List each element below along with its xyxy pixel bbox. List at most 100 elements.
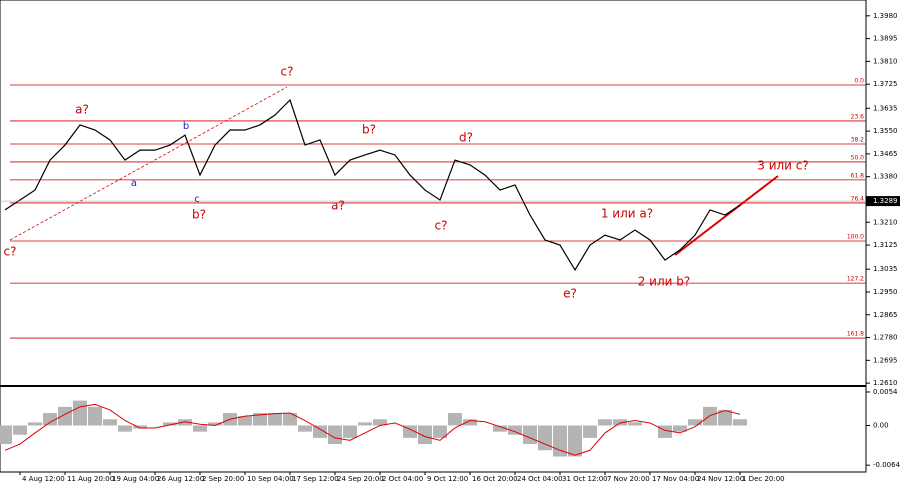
osc-bar (613, 419, 627, 426)
fib-label: 76.4 (851, 195, 865, 202)
y-tick-label: 1.2695 (873, 356, 898, 364)
x-tick-label: 24 Nov 12:00 (697, 475, 744, 483)
osc-bar (13, 425, 27, 435)
y-tick-label: 1.2610 (873, 379, 898, 387)
osc-bar (253, 413, 267, 426)
osc-bar (43, 413, 57, 426)
channel-line (674, 175, 779, 256)
wave-label: c (194, 194, 200, 205)
osc-bar (238, 416, 252, 426)
fib-label: 0.0 (854, 77, 864, 84)
x-tick-label: 24 Sep 20:00 (337, 475, 384, 483)
osc-bar (118, 425, 132, 432)
x-tick-label: 17 Sep 12:00 (292, 475, 339, 483)
y-tick-label: 0.0054 (873, 388, 898, 396)
osc-bar (448, 413, 462, 426)
wave-label: b? (192, 208, 206, 222)
current-price-label: 1.3289 (873, 197, 898, 205)
osc-bar (508, 425, 522, 435)
y-tick-label: 1.3380 (873, 173, 898, 181)
wave-label: 3 или c? (757, 159, 809, 173)
y-tick-label: 1.3635 (873, 104, 898, 112)
wave-label: c? (281, 65, 294, 79)
y-tick-label: 1.3895 (873, 35, 898, 43)
osc-bar (313, 425, 327, 438)
osc-bar (433, 425, 447, 438)
wave-label: b? (362, 123, 376, 137)
y-tick-label: 1.2950 (873, 288, 898, 296)
osc-bar (328, 425, 342, 445)
osc-bar (718, 409, 732, 426)
x-tick-label: 11 Aug 20:00 (67, 475, 114, 483)
y-tick-label: 1.3810 (873, 57, 898, 65)
osc-bar (298, 425, 312, 432)
x-tick-label: 10 Sep 04:00 (247, 475, 294, 483)
osc-bar (538, 425, 552, 451)
price-line (4, 98, 741, 272)
osc-bar (28, 422, 42, 426)
y-tick-label: 0.00 (873, 421, 889, 429)
wave-label: e? (563, 287, 577, 301)
osc-signal (4, 403, 741, 456)
osc-bar (598, 419, 612, 426)
osc-bar (583, 425, 597, 438)
osc-bar (688, 419, 702, 426)
fib-label: 61.8 (851, 172, 865, 179)
y-tick-label: 1.3035 (873, 265, 898, 273)
x-tick-label: 17 Nov 04:00 (652, 475, 699, 483)
osc-bar (103, 419, 117, 426)
y-tick-label: 1.3465 (873, 150, 898, 158)
x-tick-label: 31 Oct 12:00 (562, 475, 608, 483)
wave-label: c? (4, 245, 17, 259)
fib-label: 23.6 (851, 113, 865, 120)
osc-bar (283, 413, 297, 426)
x-tick-label: 4 Aug 12:00 (22, 475, 65, 483)
wave-label: d? (459, 131, 473, 145)
x-tick-label: 16 Oct 20:00 (472, 475, 518, 483)
current-price-tag (866, 196, 900, 207)
osc-bar (58, 406, 72, 426)
osc-bar (673, 425, 687, 432)
x-tick-label: 1 Dec 20:00 (742, 475, 785, 483)
wave-label: a? (331, 199, 345, 213)
y-tick-label: 1.3210 (873, 218, 898, 226)
osc-bar (463, 419, 477, 426)
osc-bar (523, 425, 537, 445)
osc-bar (568, 425, 582, 457)
x-tick-label: 24 Oct 04:00 (517, 475, 563, 483)
osc-bar (193, 425, 207, 432)
fib-label: 161.8 (847, 331, 864, 338)
y-tick-label: 1.2865 (873, 311, 898, 319)
osc-bar (418, 425, 432, 445)
osc-bar (73, 400, 87, 426)
wave-label: 1 или a? (601, 207, 653, 221)
osc-bar (733, 419, 747, 426)
osc-bar (628, 422, 642, 426)
osc-bar (133, 425, 147, 429)
osc-bar (403, 425, 417, 438)
osc-bar (343, 425, 357, 438)
plot-frame (0, 0, 867, 473)
y-tick-label: 1.3550 (873, 127, 898, 135)
osc-bar (208, 422, 222, 426)
fib-label: 38.2 (851, 136, 865, 143)
y-tick-label: 1.2780 (873, 334, 898, 342)
y-tick-label: 1.3980 (873, 12, 898, 20)
x-tick-label: 19 Aug 04:00 (112, 475, 159, 483)
y-tick-label: -0.0064 (873, 461, 900, 469)
fib-label: 100.0 (847, 234, 864, 241)
y-tick-label: 1.3725 (873, 80, 898, 88)
x-tick-label: 26 Aug 12:00 (157, 475, 204, 483)
x-tick-label: 2 Oct 04:00 (382, 475, 423, 483)
wave-label: a? (75, 103, 89, 117)
y-tick-label: 1.3125 (873, 241, 898, 249)
x-tick-label: 2 Sep 20:00 (202, 475, 244, 483)
x-tick-label: 9 Oct 12:00 (427, 475, 468, 483)
osc-bar (268, 413, 282, 426)
fib-label: 127.2 (847, 276, 864, 283)
wave-label: a (131, 178, 137, 189)
wave-label: 2 или b? (638, 275, 691, 289)
osc-bar (163, 422, 177, 426)
wave-trend-line (9, 86, 288, 241)
